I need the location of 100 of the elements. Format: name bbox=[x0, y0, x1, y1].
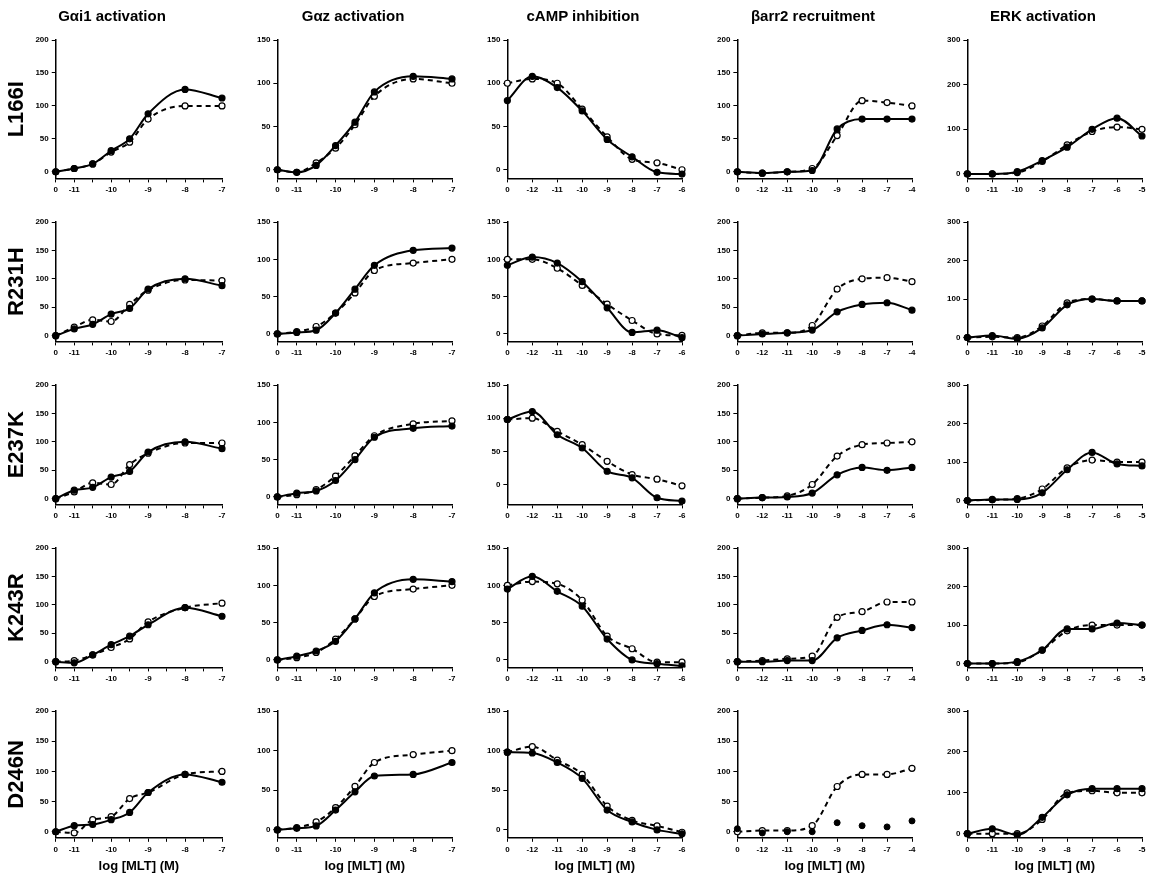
y-tick-label: 100 bbox=[35, 274, 50, 284]
y-tick-label: 0 bbox=[955, 495, 961, 505]
x-tick-label: -11 bbox=[291, 348, 303, 358]
x-tick-label: 0 bbox=[505, 674, 511, 684]
x-tick-label: -7 bbox=[653, 185, 662, 195]
x-axis-title: log [MLT] (M) bbox=[98, 857, 180, 873]
y-tick-label: 200 bbox=[716, 217, 731, 227]
x-tick-label: -11 bbox=[551, 185, 564, 195]
y-tick-label: 0 bbox=[265, 492, 271, 502]
chart-title: βarr2 recruitment bbox=[750, 7, 876, 25]
x-tick-label: -10 bbox=[329, 348, 342, 358]
x-tick-label: -9 bbox=[144, 511, 153, 521]
x-tick-label: -7 bbox=[653, 844, 662, 854]
x-tick-label: -8 bbox=[858, 844, 867, 854]
y-tick-label: 50 bbox=[39, 796, 50, 806]
x-tick-label: 0 bbox=[965, 844, 971, 854]
x-tick-label: -7 bbox=[218, 844, 227, 854]
y-tick-label: 50 bbox=[261, 617, 271, 627]
x-tick-label: 0 bbox=[965, 185, 971, 195]
y-tick-label: 200 bbox=[946, 418, 961, 428]
y-tick-label: 50 bbox=[491, 617, 501, 627]
y-tick-label: 0 bbox=[725, 826, 731, 836]
y-tick-label: 100 bbox=[716, 766, 731, 776]
y-tick-label: 100 bbox=[256, 580, 271, 590]
x-tick-label: -8 bbox=[409, 844, 418, 854]
x-tick-label: -11 bbox=[986, 185, 999, 195]
y-tick-label: 100 bbox=[486, 413, 501, 423]
y-tick-label: 100 bbox=[946, 620, 961, 630]
y-tick-label: 200 bbox=[35, 706, 50, 716]
y-tick-label: 100 bbox=[716, 600, 731, 610]
x-tick-label: -8 bbox=[409, 185, 418, 195]
x-tick-label: -9 bbox=[603, 511, 612, 521]
x-tick-label: -9 bbox=[603, 674, 612, 684]
x-tick-label: -10 bbox=[105, 185, 118, 195]
y-tick-label: 0 bbox=[955, 332, 961, 342]
y-tick-label: 100 bbox=[256, 78, 271, 88]
x-tick-label: -7 bbox=[883, 674, 892, 684]
x-axis-title: log [MLT] (M) bbox=[784, 857, 865, 873]
x-tick-label: -10 bbox=[1011, 844, 1024, 854]
x-tick-label: -7 bbox=[1088, 511, 1097, 521]
x-tick-label: -9 bbox=[370, 511, 379, 521]
x-tick-label: 0 bbox=[965, 511, 971, 521]
y-tick-label: 100 bbox=[486, 745, 501, 755]
x-tick-label: -11 bbox=[986, 674, 999, 684]
x-tick-label: -9 bbox=[833, 844, 842, 854]
x-tick-label: -4 bbox=[908, 348, 917, 358]
x-tick-label: -8 bbox=[858, 511, 867, 521]
x-tick-label: -8 bbox=[628, 511, 637, 521]
x-axis-title: log [MLT] (M) bbox=[324, 857, 405, 873]
x-axis-title: log [MLT] (M) bbox=[554, 857, 635, 873]
y-tick-label: 0 bbox=[495, 329, 501, 339]
y-tick-label: 150 bbox=[256, 706, 271, 716]
x-tick-label: -8 bbox=[1063, 674, 1072, 684]
x-tick-label: 0 bbox=[735, 348, 741, 358]
x-tick-label: -7 bbox=[653, 674, 662, 684]
x-tick-label: -8 bbox=[858, 185, 867, 195]
x-tick-label: -10 bbox=[105, 674, 118, 684]
x-tick-label: -11 bbox=[68, 844, 81, 854]
y-tick-label: 0 bbox=[44, 493, 50, 503]
y-tick-label: 50 bbox=[39, 302, 50, 312]
x-tick-label: -9 bbox=[1038, 844, 1047, 854]
y-tick-label: 50 bbox=[39, 628, 50, 638]
y-tick-label: 200 bbox=[946, 79, 961, 89]
y-tick-label: 150 bbox=[35, 571, 50, 581]
x-tick-label: -9 bbox=[1038, 348, 1047, 358]
y-axis-title: E237K bbox=[3, 410, 29, 479]
y-tick-label: 150 bbox=[256, 543, 271, 553]
y-tick-label: 100 bbox=[35, 600, 50, 610]
x-tick-label: 0 bbox=[735, 511, 741, 521]
x-tick-label: -4 bbox=[908, 844, 917, 854]
x-tick-label: 0 bbox=[735, 185, 741, 195]
y-tick-label: 0 bbox=[495, 164, 501, 174]
x-tick-label: -12 bbox=[526, 511, 539, 521]
y-tick-label: 200 bbox=[946, 255, 961, 265]
x-tick-label: -8 bbox=[628, 185, 637, 195]
y-tick-label: 200 bbox=[716, 380, 731, 390]
x-tick-label: -9 bbox=[370, 348, 379, 358]
x-tick-label: -9 bbox=[1038, 185, 1047, 195]
x-tick-label: 0 bbox=[965, 348, 971, 358]
x-tick-label: -8 bbox=[409, 674, 418, 684]
x-tick-label: -10 bbox=[329, 844, 342, 854]
x-tick-label: -9 bbox=[370, 185, 379, 195]
y-tick-label: 50 bbox=[39, 465, 50, 475]
x-tick-label: -10 bbox=[576, 844, 589, 854]
y-tick-label: 0 bbox=[265, 655, 271, 665]
x-tick-label: -8 bbox=[1063, 511, 1072, 521]
y-tick-label: 150 bbox=[256, 217, 271, 227]
x-tick-label: -7 bbox=[448, 674, 457, 684]
y-tick-label: 100 bbox=[256, 417, 271, 427]
y-tick-label: 100 bbox=[716, 101, 731, 111]
y-tick-label: 50 bbox=[491, 785, 501, 795]
x-tick-label: -7 bbox=[883, 844, 892, 854]
y-tick-label: 150 bbox=[486, 217, 501, 227]
y-tick-label: 150 bbox=[716, 736, 731, 746]
x-tick-label: -11 bbox=[986, 511, 999, 521]
x-tick-label: -7 bbox=[448, 348, 457, 358]
y-tick-label: 100 bbox=[35, 437, 50, 447]
x-tick-label: -7 bbox=[883, 511, 892, 521]
x-tick-label: -8 bbox=[628, 348, 637, 358]
x-tick-label: -9 bbox=[833, 674, 842, 684]
